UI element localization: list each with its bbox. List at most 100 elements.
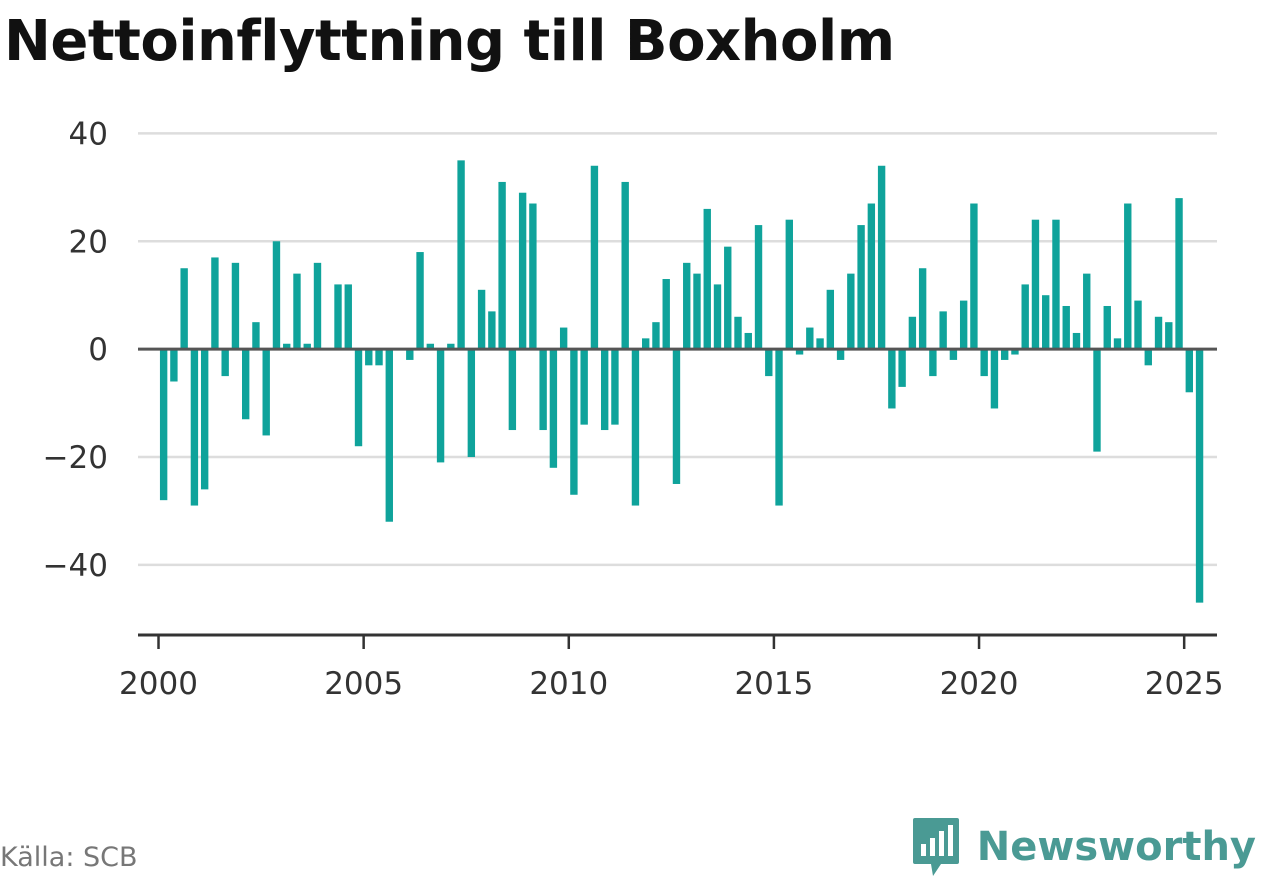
bar (857, 225, 865, 350)
bar (929, 349, 937, 377)
bar (426, 343, 435, 350)
bar (180, 268, 188, 350)
bar (939, 311, 947, 350)
bar (1021, 284, 1029, 350)
bar (518, 192, 527, 350)
y-tick-label: −40 (43, 548, 108, 584)
bar (170, 349, 178, 382)
source-note: Källa: SCB (0, 842, 138, 873)
bar (867, 203, 876, 350)
bar (1031, 219, 1040, 350)
bar (1144, 349, 1152, 366)
bar (467, 349, 476, 458)
chart-title: Nettoinflyttning till Boxholm (4, 9, 895, 74)
bar (1052, 219, 1060, 350)
bar (580, 349, 588, 425)
y-tick-label: 20 (69, 224, 108, 260)
y-tick-label: 0 (88, 332, 108, 368)
bar (898, 349, 906, 387)
brand-name: Newsworthy (976, 824, 1256, 870)
bars (159, 160, 1204, 603)
bar (980, 349, 988, 377)
bar (488, 311, 496, 350)
bar (918, 268, 927, 350)
bar (252, 322, 260, 350)
bar (1011, 349, 1019, 355)
bar (354, 349, 363, 447)
bar (231, 262, 240, 350)
bar (211, 257, 219, 350)
x-tick-label: 2000 (119, 666, 198, 702)
x-tick-label: 2005 (324, 666, 403, 702)
bar (1113, 338, 1122, 350)
x-tick-label: 2025 (1145, 666, 1224, 702)
bar (570, 349, 578, 495)
bar (990, 349, 999, 409)
x-tick-label: 2020 (940, 666, 1019, 702)
bar (1195, 349, 1204, 603)
bar (744, 332, 752, 350)
x-tick-label: 2010 (529, 666, 608, 702)
bar (765, 349, 773, 377)
bar (795, 349, 804, 355)
bar (283, 343, 291, 350)
bar (631, 349, 640, 506)
bar (775, 349, 783, 506)
bar (190, 349, 199, 506)
newsworthy-logo-icon (912, 818, 959, 876)
y-tick-label: 40 (69, 116, 108, 152)
y-axis: 40 20 0 −20 −40 (43, 116, 108, 583)
bar (293, 273, 301, 350)
bar (1062, 305, 1070, 350)
bar (416, 252, 424, 350)
bar (549, 349, 558, 468)
bar (1124, 203, 1132, 350)
bar (683, 262, 691, 350)
y-tick-label: −20 (43, 440, 108, 476)
bar (365, 349, 373, 366)
bar (949, 349, 958, 360)
bar (1072, 332, 1081, 350)
bar (621, 181, 629, 350)
bar (693, 273, 701, 350)
bar (724, 246, 732, 350)
bar (539, 349, 547, 431)
bar (642, 338, 650, 350)
bar (1000, 349, 1009, 360)
bar (1175, 198, 1183, 350)
bar (508, 349, 517, 431)
bar (826, 289, 835, 350)
bar (1165, 322, 1173, 350)
bar (785, 219, 793, 350)
brand-logo: Newsworthy (911, 816, 1256, 878)
bar (159, 349, 168, 501)
bar (1154, 316, 1163, 350)
bar (754, 225, 763, 350)
bar (344, 284, 352, 350)
bar (672, 349, 681, 484)
bar (877, 165, 886, 350)
bar (272, 241, 281, 350)
bar (836, 349, 845, 360)
bar (221, 349, 229, 377)
bar (888, 349, 896, 409)
bar (1134, 300, 1142, 350)
bar (611, 349, 619, 425)
x-tick-label: 2015 (734, 666, 813, 702)
bar (477, 289, 486, 350)
bar (959, 300, 968, 350)
bar (303, 343, 311, 350)
bar (590, 165, 599, 350)
bar (559, 327, 568, 350)
bar (242, 349, 250, 420)
bar (600, 349, 609, 431)
bar (457, 160, 465, 350)
bar (334, 284, 342, 350)
bar (200, 349, 209, 490)
bar (406, 349, 414, 360)
bar (498, 181, 506, 350)
bar (970, 203, 978, 350)
bar (375, 349, 383, 366)
bar (908, 316, 917, 350)
